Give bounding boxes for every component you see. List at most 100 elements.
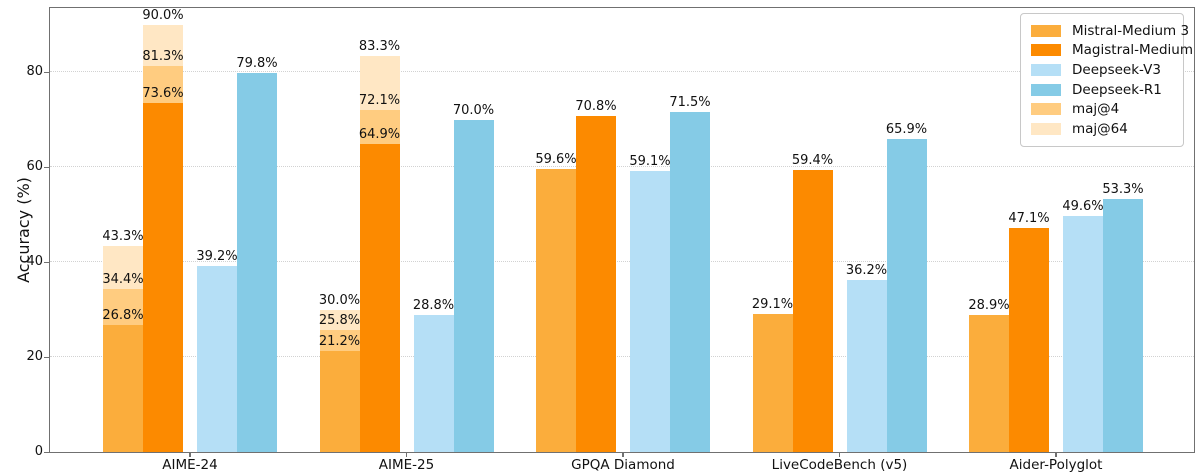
gridline	[50, 261, 1194, 263]
bar-value-label: 28.8%	[412, 298, 455, 314]
legend-item: maj@64	[1031, 119, 1183, 139]
bar-mistral-medium-3	[536, 168, 576, 452]
bar-value-label: 59.6%	[535, 151, 577, 167]
bar-value-label: 59.4%	[791, 152, 834, 168]
bar-deepseek-r1	[670, 112, 710, 452]
bar-magistral-medium	[792, 169, 833, 452]
bar-value-label: 65.9%	[885, 122, 928, 138]
x-axis-tick	[1055, 453, 1057, 457]
bar-value-label: 71.5%	[669, 95, 711, 111]
bar-value-label: 59.1%	[629, 154, 671, 170]
bar-value-label: 90.0%	[142, 7, 184, 23]
bar-segment-maj4	[143, 65, 183, 103]
legend-swatch	[1031, 24, 1061, 37]
bar-deepseek-v3	[846, 280, 887, 452]
bar-magistral-medium	[576, 115, 616, 452]
x-axis-tick	[622, 453, 624, 457]
bar-value-label: 64.9%	[358, 126, 401, 142]
legend-item: Deepseek-V3	[1031, 60, 1183, 80]
x-axis-tick	[838, 453, 841, 457]
y-axis-tick	[44, 166, 49, 169]
bar-deepseek-v3	[630, 171, 670, 452]
y-axis-tick	[44, 451, 49, 453]
y-axis-title: Accuracy (%)	[14, 177, 33, 283]
x-axis-tick-label: AIME-25	[378, 457, 435, 473]
y-axis-tick	[44, 71, 49, 74]
bar-value-label: 30.0%	[318, 292, 361, 308]
bar-segment-maj4	[319, 329, 360, 352]
bar-value-label: 79.8%	[236, 56, 278, 72]
legend-swatch	[1031, 83, 1061, 96]
legend-label: Deepseek-V3	[1072, 61, 1161, 78]
bar-mistral-medium-3	[752, 313, 793, 452]
x-axis-tick-label: LiveCodeBench (v5)	[771, 457, 908, 473]
legend-label: maj@4	[1072, 101, 1120, 118]
x-axis-tick	[405, 453, 408, 457]
bar-deepseek-r1	[237, 73, 277, 452]
bar-segment-maj4	[103, 288, 143, 325]
bar-value-label: 28.9%	[968, 297, 1010, 313]
bar-segment-maj4	[359, 109, 400, 144]
plot-area: 34.4% 43.3% 26.8% 25.8% 30.0% 21.2% 59.6% 29.1%…	[49, 7, 1195, 453]
bar-magistral-medium	[359, 143, 400, 452]
gridline	[50, 356, 1194, 358]
y-axis-tick	[44, 356, 49, 359]
x-axis-tick-label: Aider-Polyglot	[1009, 457, 1103, 473]
bar-value-label: 36.2%	[845, 263, 888, 279]
bar-deepseek-r1	[1103, 198, 1143, 452]
bar-magistral-medium	[143, 102, 183, 452]
bar-mistral-medium-3	[319, 351, 360, 452]
legend-swatch	[1031, 63, 1061, 76]
bar-segment-maj64	[143, 24, 183, 66]
bar-value-label: 83.3%	[358, 39, 401, 55]
bar-value-label: 70.8%	[575, 98, 617, 114]
bar-mistral-medium-3	[969, 314, 1009, 452]
bar-value-label: 26.8%	[102, 307, 144, 323]
bar-value-label: 34.4%	[102, 271, 144, 287]
bar-value-label: 53.3%	[1102, 181, 1144, 197]
bar-value-label: 25.8%	[318, 312, 361, 328]
bar-value-label: 47.1%	[1008, 211, 1050, 227]
bar-value-label: 39.2%	[196, 248, 238, 264]
bar-value-label: 81.3%	[142, 48, 184, 64]
bar-deepseek-r1	[886, 139, 927, 452]
y-axis-tick-label: 80	[26, 64, 43, 80]
legend-swatch	[1031, 122, 1061, 135]
bar-deepseek-v3	[413, 315, 454, 452]
y-axis-tick-label: 60	[26, 159, 43, 175]
legend-item: Mistral-Medium 3	[1031, 21, 1189, 41]
bar-value-label: 72.1%	[358, 92, 401, 108]
y-axis-tick-label: 40	[26, 254, 43, 270]
y-axis-tick-label: 0	[34, 444, 43, 459]
legend-item: maj@4	[1031, 99, 1183, 119]
bar-deepseek-r1	[453, 119, 494, 452]
x-axis-tick-label: GPQA Diamond	[571, 457, 675, 473]
bar-value-label: 49.6%	[1062, 199, 1104, 215]
legend-item: Magistral-Medium	[1031, 41, 1193, 61]
bar-value-label: 43.3%	[102, 229, 144, 245]
bar-segment-maj64	[359, 56, 400, 110]
y-axis-tick	[44, 261, 49, 264]
y-axis-tick-label: 20	[26, 349, 43, 365]
bar-mistral-medium-3	[103, 324, 143, 452]
legend-label: Deepseek-R1	[1072, 81, 1162, 98]
bar-deepseek-v3	[1063, 216, 1103, 452]
bar-value-label: 73.6%	[142, 85, 184, 101]
x-axis-tick-label: AIME-24	[162, 457, 218, 473]
bar-value-label: 21.2%	[318, 334, 361, 350]
legend-swatch	[1031, 44, 1061, 57]
bar-magistral-medium	[1009, 228, 1049, 452]
legend-label: Magistral-Medium	[1072, 42, 1193, 59]
legend-label: Mistral-Medium 3	[1072, 22, 1190, 39]
gridline	[50, 166, 1194, 168]
legend-label: maj@64	[1072, 120, 1128, 137]
bar-segment-maj64	[319, 309, 360, 330]
bar-value-label: 29.1%	[751, 296, 794, 312]
gridline	[50, 71, 1194, 73]
bar-segment-maj64	[103, 246, 143, 289]
x-axis-tick	[189, 453, 191, 457]
legend-item: Deepseek-R1	[1031, 80, 1183, 100]
bar-deepseek-v3	[197, 265, 237, 452]
bar-value-label: 70.0%	[452, 102, 495, 118]
